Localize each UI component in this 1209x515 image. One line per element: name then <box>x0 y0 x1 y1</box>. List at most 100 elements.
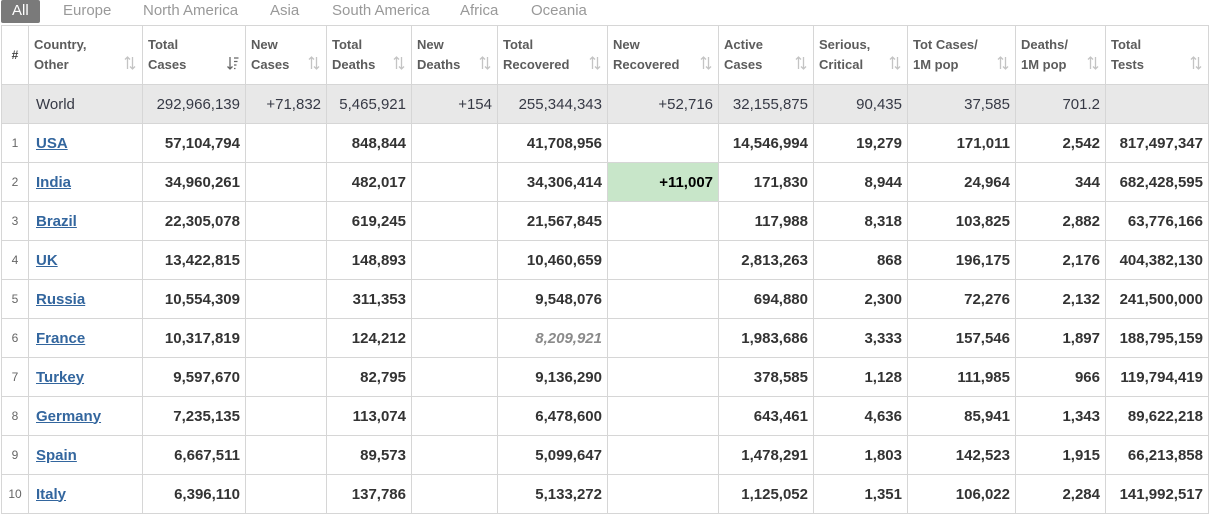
header-label-2: Deaths <box>417 57 461 72</box>
total-tests-cell <box>1105 84 1209 124</box>
serious-critical-cell: 3,333 <box>813 318 908 358</box>
header-total-recovered[interactable]: Total Recovered <box>497 25 608 85</box>
new-cases-cell <box>245 357 327 397</box>
new-deaths-cell <box>411 357 498 397</box>
country-link[interactable]: Germany <box>36 407 102 425</box>
header-label-1: New <box>251 37 278 52</box>
total-deaths-cell: 311,353 <box>326 279 412 319</box>
sort-desc-icon[interactable] <box>227 56 239 70</box>
new-recovered-cell <box>607 279 719 319</box>
sort-arrows-icon[interactable] <box>889 56 901 70</box>
serious-critical-cell: 19,279 <box>813 123 908 163</box>
sort-arrows-icon[interactable] <box>124 56 136 70</box>
index-cell: 4 <box>1 240 29 280</box>
header-total-deaths[interactable]: Total Deaths <box>326 25 412 85</box>
tab-south-america[interactable]: South America <box>332 2 430 19</box>
total-tests-cell: 89,622,218 <box>1105 396 1209 436</box>
sort-arrows-icon[interactable] <box>700 56 712 70</box>
country-link[interactable]: France <box>36 329 86 347</box>
deaths-per-million-cell: 1,915 <box>1015 435 1106 475</box>
country-link[interactable]: USA <box>36 134 68 152</box>
country-link[interactable]: UK <box>36 251 58 269</box>
tab-asia[interactable]: Asia <box>270 2 300 19</box>
cases-per-million-cell: 24,964 <box>907 162 1016 202</box>
sort-arrows-icon[interactable] <box>1087 56 1099 70</box>
new-recovered-cell <box>607 201 719 241</box>
header-cases-per-million[interactable]: Tot Cases/1M pop <box>907 25 1016 85</box>
header-label-1: New <box>417 37 444 52</box>
header-new-cases[interactable]: New Cases <box>245 25 327 85</box>
cases-per-million-cell: 37,585 <box>907 84 1016 124</box>
serious-critical-cell: 2,300 <box>813 279 908 319</box>
serious-critical-cell: 868 <box>813 240 908 280</box>
country-link[interactable]: Russia <box>36 290 86 308</box>
sort-arrows-icon[interactable] <box>997 56 1009 70</box>
header-active-cases[interactable]: Active Cases <box>718 25 814 85</box>
header-label-2: Recovered <box>503 57 570 72</box>
total-recovered-cell: 34,306,414 <box>497 162 608 202</box>
new-cases-cell <box>245 318 327 358</box>
country-link[interactable]: Italy <box>36 485 67 503</box>
tab-all[interactable]: All <box>1 0 40 23</box>
country-link[interactable]: India <box>36 173 72 191</box>
new-deaths-cell <box>411 123 498 163</box>
active-cases-cell: 32,155,875 <box>718 84 814 124</box>
table-row: 4 UK 13,422,815 148,893 10,460,659 2,813,263 8… <box>1 240 1209 280</box>
total-recovered-cell: 10,460,659 <box>497 240 608 280</box>
serious-critical-cell: 1,803 <box>813 435 908 475</box>
country-cell: Brazil <box>28 201 143 241</box>
sort-arrows-icon[interactable] <box>393 56 405 70</box>
header-label-2: 1M pop <box>1021 57 1067 72</box>
new-cases-cell: +71,832 <box>245 84 327 124</box>
total-recovered-cell: 41,708,956 <box>497 123 608 163</box>
country-cell: USA <box>28 123 143 163</box>
header-deaths-per-million[interactable]: Deaths/1M pop <box>1015 25 1106 85</box>
tab-europe[interactable]: Europe <box>63 2 112 19</box>
header-serious-critical[interactable]: Serious, Critical <box>813 25 908 85</box>
header-label-1: Total <box>148 37 179 52</box>
header-new-deaths[interactable]: New Deaths <box>411 25 498 85</box>
total-cases-cell: 10,317,819 <box>142 318 246 358</box>
tab-oceania[interactable]: Oceania <box>531 2 587 19</box>
header-country[interactable]: Country, Other <box>28 25 143 85</box>
total-recovered-cell: 8,209,921 <box>497 318 608 358</box>
total-tests-cell: 241,500,000 <box>1105 279 1209 319</box>
table-row: 10 Italy 6,396,110 137,786 5,133,272 1,125,05… <box>1 474 1209 514</box>
deaths-per-million-cell: 2,132 <box>1015 279 1106 319</box>
total-recovered-cell: 5,133,272 <box>497 474 608 514</box>
country-cell: India <box>28 162 143 202</box>
sort-arrows-icon[interactable] <box>1190 56 1202 70</box>
total-deaths-cell: 137,786 <box>326 474 412 514</box>
tab-africa[interactable]: Africa <box>460 2 499 19</box>
index-cell: 1 <box>1 123 29 163</box>
new-deaths-cell <box>411 279 498 319</box>
header-new-recovered[interactable]: New Recovered <box>607 25 719 85</box>
total-recovered-cell: 6,478,600 <box>497 396 608 436</box>
sort-arrows-icon[interactable] <box>795 56 807 70</box>
country-link[interactable]: Brazil <box>36 212 77 230</box>
sort-arrows-icon[interactable] <box>308 56 320 70</box>
covid-stats-table: # Country, Other Total Cases New Cases Tota… <box>1 25 1209 514</box>
sort-arrows-icon[interactable] <box>589 56 601 70</box>
country-link[interactable]: Turkey <box>36 368 85 386</box>
index-cell: 7 <box>1 357 29 397</box>
index-cell: 6 <box>1 318 29 358</box>
country-cell: Spain <box>28 435 143 475</box>
country-link[interactable]: Spain <box>36 446 77 464</box>
new-cases-cell <box>245 123 327 163</box>
active-cases-cell: 14,546,994 <box>718 123 814 163</box>
active-cases-cell: 1,983,686 <box>718 318 814 358</box>
country-cell: Russia <box>28 279 143 319</box>
new-recovered-cell <box>607 357 719 397</box>
active-cases-cell: 694,880 <box>718 279 814 319</box>
new-deaths-cell <box>411 474 498 514</box>
serious-critical-cell: 8,318 <box>813 201 908 241</box>
header-total-tests[interactable]: Total Tests <box>1105 25 1209 85</box>
table-row: 1 USA 57,104,794 848,844 41,708,956 14,546,99… <box>1 123 1209 163</box>
deaths-per-million-cell: 966 <box>1015 357 1106 397</box>
header-total-cases[interactable]: Total Cases <box>142 25 246 85</box>
total-cases-cell: 7,235,135 <box>142 396 246 436</box>
sort-arrows-icon[interactable] <box>479 56 491 70</box>
tab-north-america[interactable]: North America <box>143 2 239 19</box>
serious-critical-cell: 8,944 <box>813 162 908 202</box>
